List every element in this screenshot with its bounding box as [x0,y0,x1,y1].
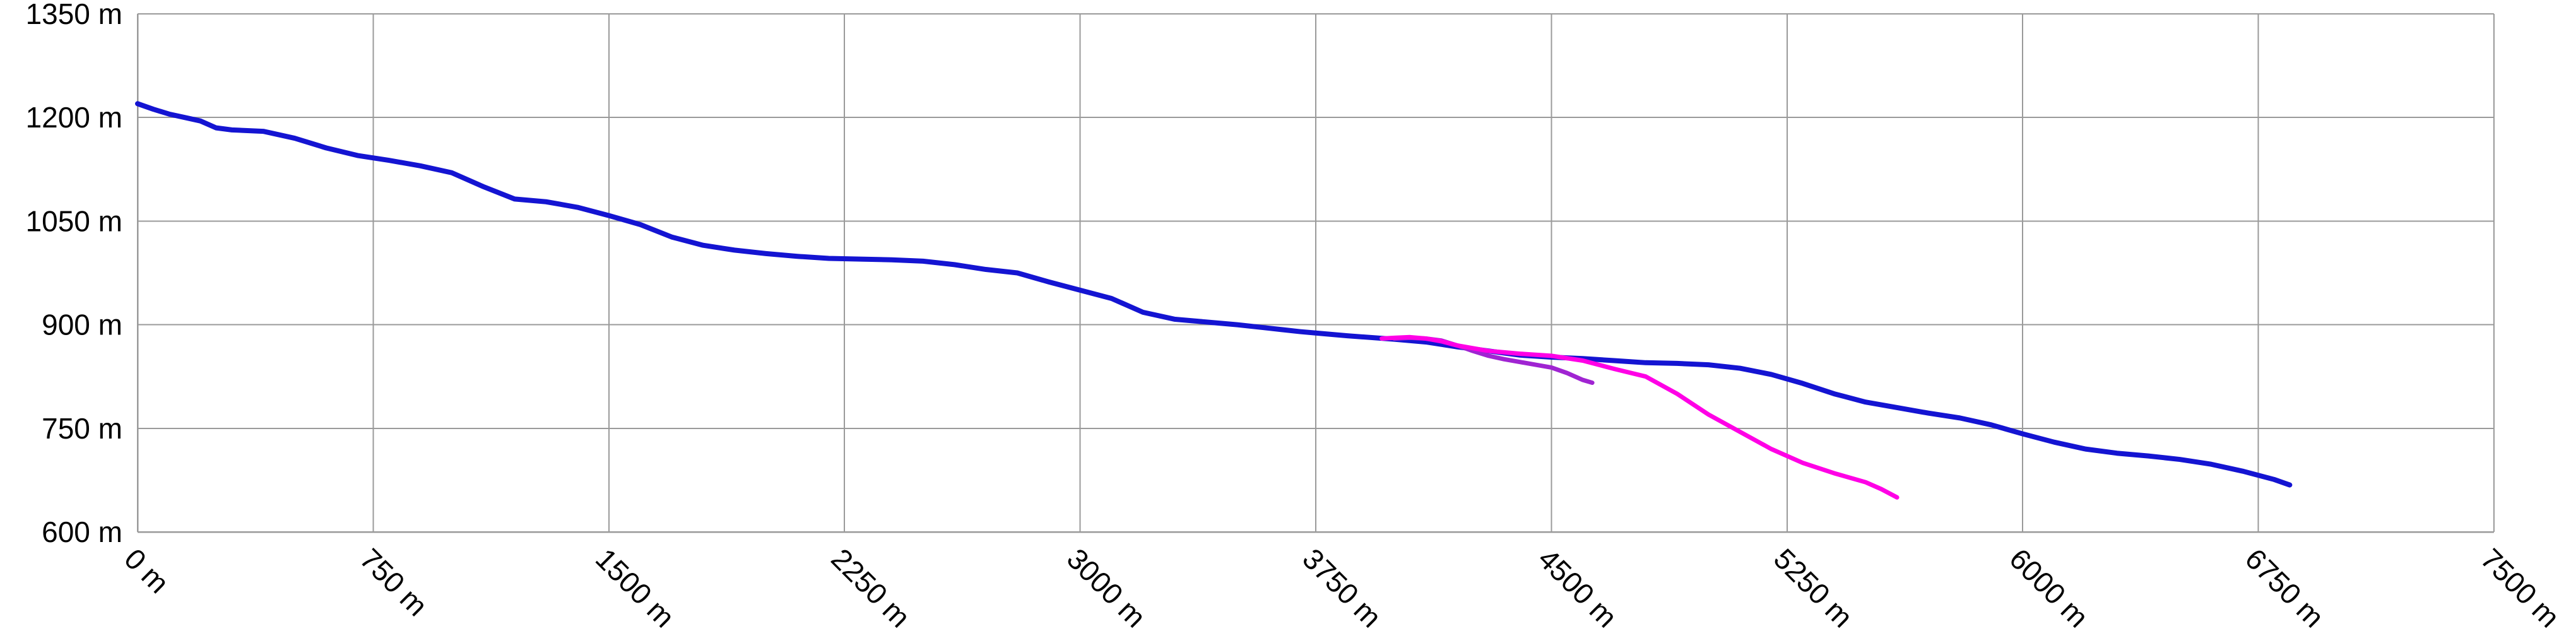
series-line-2 [1380,334,1900,500]
axes-layer [136,14,2494,533]
series-layer [135,101,2293,500]
y-tick-label-5: 1350 m [26,0,122,30]
y-tick-label-0: 600 m [42,516,122,548]
y-tick-label-1: 750 m [42,412,122,445]
y-tick-label-2: 900 m [42,309,122,341]
grid-layer [137,13,2495,533]
y-tick-label-4: 1200 m [26,101,122,134]
y-tick-label-3: 1050 m [26,204,122,237]
series-line-0 [135,101,2293,488]
